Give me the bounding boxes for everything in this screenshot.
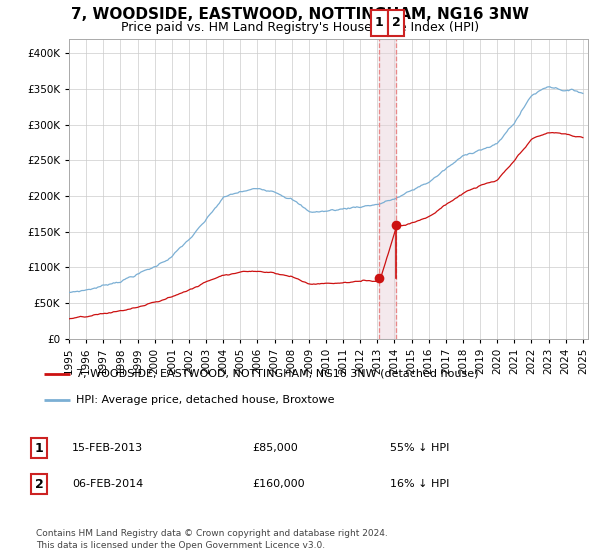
Text: HPI: Average price, detached house, Broxtowe: HPI: Average price, detached house, Brox… (76, 395, 334, 405)
Text: Price paid vs. HM Land Registry's House Price Index (HPI): Price paid vs. HM Land Registry's House … (121, 21, 479, 34)
Text: 55% ↓ HPI: 55% ↓ HPI (390, 443, 449, 453)
Text: £160,000: £160,000 (252, 479, 305, 489)
Text: 2: 2 (392, 16, 400, 30)
Text: 1: 1 (375, 16, 384, 30)
Text: 06-FEB-2014: 06-FEB-2014 (72, 479, 143, 489)
Text: 1: 1 (35, 441, 43, 455)
Text: 7, WOODSIDE, EASTWOOD, NOTTINGHAM, NG16 3NW: 7, WOODSIDE, EASTWOOD, NOTTINGHAM, NG16 … (71, 7, 529, 22)
Bar (379, 39, 396, 339)
Text: 2: 2 (35, 478, 43, 491)
Text: 15-FEB-2013: 15-FEB-2013 (72, 443, 143, 453)
Text: 7, WOODSIDE, EASTWOOD, NOTTINGHAM, NG16 3NW (detached house): 7, WOODSIDE, EASTWOOD, NOTTINGHAM, NG16 … (76, 369, 478, 379)
Text: Contains HM Land Registry data © Crown copyright and database right 2024.
This d: Contains HM Land Registry data © Crown c… (36, 529, 388, 550)
Text: 16% ↓ HPI: 16% ↓ HPI (390, 479, 449, 489)
Text: £85,000: £85,000 (252, 443, 298, 453)
